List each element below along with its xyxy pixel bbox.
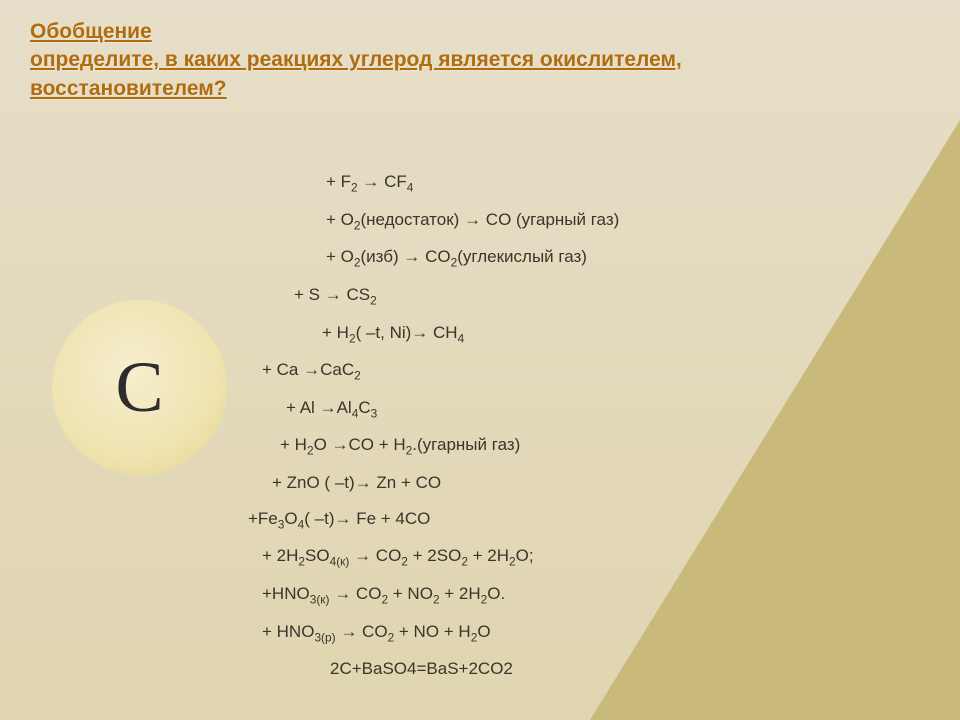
reaction-line: + S → CS2: [294, 283, 910, 310]
reaction-line: + H2O →CO + H2.(угарный газ): [280, 433, 910, 460]
reaction-line: +Fe3O4( –t)→ Fe + 4CO: [248, 507, 910, 534]
reaction-line: + Ca →CaC2: [262, 358, 910, 385]
reaction-line: + O2(недостаток) → CO (угарный газ): [326, 208, 910, 235]
reaction-line: + 2H2SO4(к) → CO2 + 2SO2 + 2H2O;: [262, 544, 910, 571]
reaction-line: + H2( –t, Ni)→ CH4: [322, 321, 910, 348]
reaction-line: 2C+BaSO4=BaS+2CO2: [330, 657, 910, 682]
slide-title: Обобщениеопределите, в каких реакциях уг…: [30, 18, 750, 103]
carbon-circle: C: [52, 300, 227, 475]
reaction-line: + Al →Al4C3: [286, 396, 910, 423]
reaction-line: + ZnO ( –t)→ Zn + CO: [272, 471, 910, 496]
reactions-list: + F2 → CF4 + O2(недостаток) → CO (угарный…: [230, 170, 910, 693]
reaction-line: + HNO3(р) → CO2 + NO + H2O: [262, 620, 910, 647]
reaction-line: + O2(изб) → CO2(углекислый газ): [326, 245, 910, 272]
reaction-line: + F2 → CF4: [326, 170, 910, 197]
reaction-line: +HNO3(к) → CO2 + NO2 + 2H2O.: [262, 582, 910, 609]
carbon-label: C: [115, 346, 163, 429]
